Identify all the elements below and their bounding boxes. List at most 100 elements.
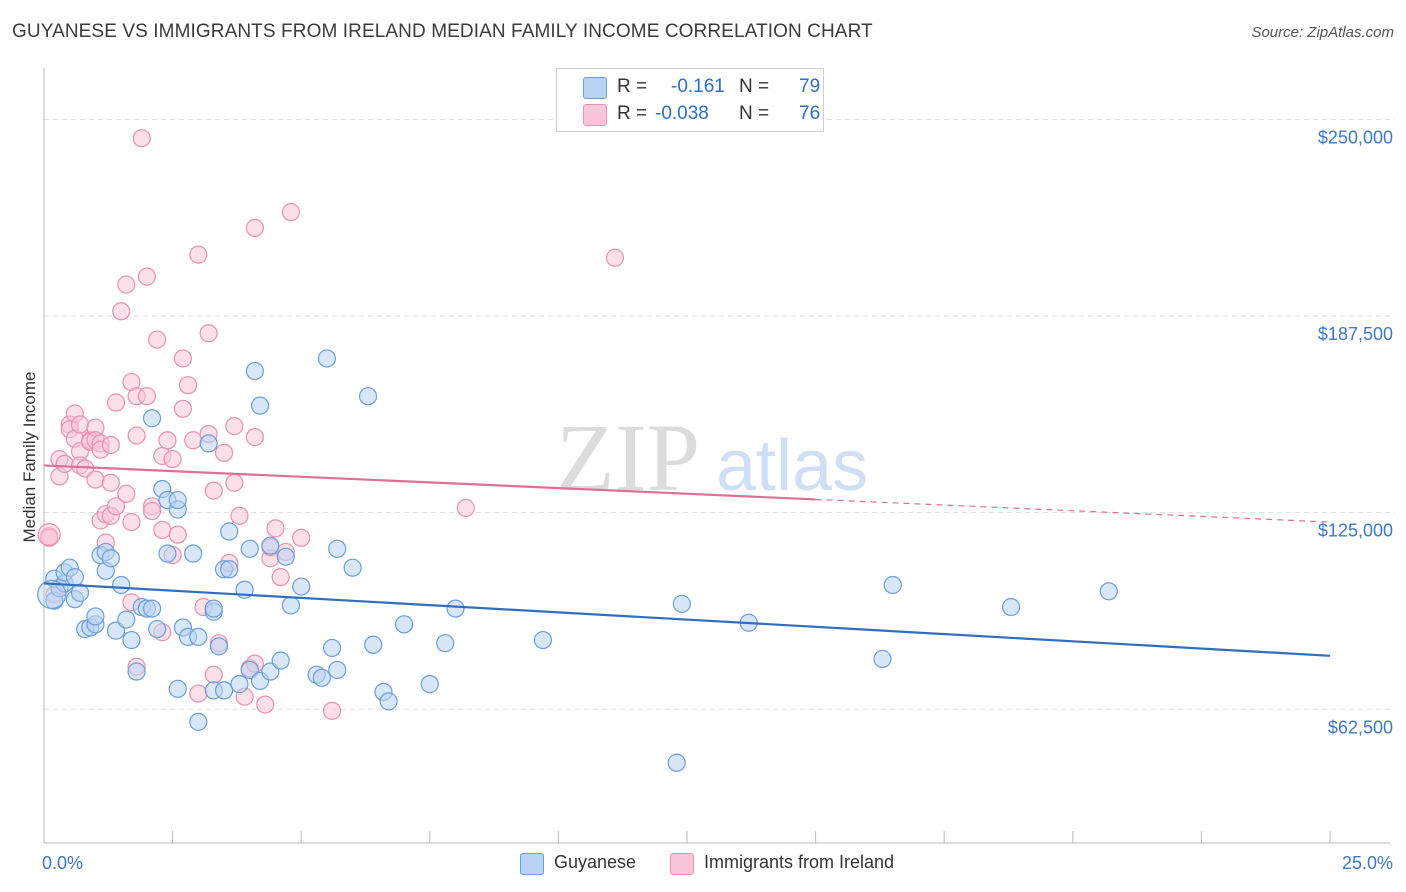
data-point-ireland <box>173 399 192 418</box>
data-point-guyanese <box>184 544 203 563</box>
y-tick-label: $62,500 <box>1328 717 1393 737</box>
correlation-legend: R = -0.161 N = 79 R = -0.038 N = 76 <box>556 68 824 132</box>
data-point-guyanese <box>168 490 187 510</box>
data-point-guyanese <box>127 662 146 681</box>
data-point-ireland <box>158 431 177 450</box>
data-point-ireland <box>456 498 475 518</box>
data-point-ireland <box>70 415 90 434</box>
data-point-ireland <box>199 324 218 343</box>
trend-line-ireland-extension <box>815 498 1331 523</box>
data-point-ireland <box>148 330 167 349</box>
data-point-guyanese <box>420 675 439 694</box>
data-point-ireland <box>204 665 223 684</box>
data-point-ireland <box>101 473 120 492</box>
data-point-guyanese <box>328 660 347 680</box>
data-point-guyanese <box>271 651 290 670</box>
data-point-ireland <box>605 248 625 267</box>
y-tick-label: $250,000 <box>1318 127 1393 147</box>
data-point-ireland <box>256 695 275 714</box>
data-point-guyanese <box>250 396 270 415</box>
data-point-ireland <box>189 245 208 264</box>
data-point-ireland <box>122 512 141 532</box>
data-point-ireland <box>184 431 203 450</box>
data-point-ireland <box>230 506 249 525</box>
data-point-ireland <box>137 387 156 406</box>
data-point-guyanese <box>317 349 337 368</box>
legend-r-value: -0.161 <box>671 76 725 97</box>
data-point-ireland <box>189 684 208 703</box>
data-point-guyanese <box>142 409 162 428</box>
watermark-atlas: atlas <box>716 426 868 506</box>
data-point-ireland <box>168 525 187 544</box>
data-point-guyanese <box>199 434 218 453</box>
data-point-ireland <box>281 203 301 222</box>
legend-n-value: 79 <box>799 76 821 97</box>
data-point-ireland <box>271 568 290 587</box>
data-point-guyanese <box>70 583 90 602</box>
data-point-guyanese <box>148 619 167 639</box>
x-tick-label: 25.0% <box>1342 853 1393 873</box>
data-point-guyanese <box>873 649 892 669</box>
data-point-ireland <box>55 454 74 473</box>
data-point-ireland <box>106 393 126 412</box>
legend-n-value: 76 <box>799 103 821 124</box>
data-point-guyanese-cluster <box>37 579 67 610</box>
data-point-guyanese <box>189 712 208 731</box>
data-point-guyanese <box>883 575 902 595</box>
source-credit: Source: ZipAtlas.com <box>1251 24 1394 41</box>
data-point-ireland-cluster <box>37 523 61 547</box>
data-point-ireland <box>178 376 198 395</box>
data-point-guyanese <box>1001 597 1021 617</box>
points-guyanese <box>37 349 1118 772</box>
data-point-ireland <box>40 528 59 547</box>
trend-line-ireland <box>43 464 816 501</box>
data-point-guyanese <box>312 668 331 687</box>
data-point-guyanese <box>209 637 228 656</box>
y-tick-label: $125,000 <box>1318 521 1393 541</box>
data-point-guyanese <box>158 544 177 563</box>
data-point-guyanese <box>436 634 455 653</box>
legend-n-label: N = <box>739 76 770 97</box>
chart-title: GUYANESE VS IMMIGRANTS FROM IRELAND MEDI… <box>12 21 873 42</box>
axes <box>43 68 1390 844</box>
data-point-ireland <box>132 129 151 148</box>
data-point-guyanese <box>533 630 553 650</box>
legend-n-label: N = <box>739 103 770 124</box>
data-point-guyanese <box>292 577 311 596</box>
data-point-ireland <box>225 473 244 492</box>
bottom-legend-swatch-pink <box>670 853 694 875</box>
data-point-ireland <box>214 443 234 462</box>
data-point-ireland <box>127 426 146 445</box>
data-point-ireland <box>101 435 120 455</box>
legend-swatch-pink <box>583 104 607 126</box>
data-point-ireland <box>106 497 126 516</box>
watermark-zip: ZIP <box>556 404 700 511</box>
points-ireland <box>37 129 625 720</box>
data-point-guyanese <box>220 522 239 541</box>
data-point-guyanese <box>446 599 465 618</box>
data-point-ireland <box>112 302 131 321</box>
trend-line-guyanese <box>43 582 1331 657</box>
trend-lines <box>43 464 1331 657</box>
legend-r-label: R = <box>617 103 648 124</box>
data-point-guyanese <box>343 558 362 577</box>
data-point-ireland <box>86 470 105 489</box>
data-point-guyanese <box>168 679 187 698</box>
data-point-guyanese <box>379 692 398 711</box>
data-point-guyanese <box>220 560 239 579</box>
data-point-guyanese <box>122 630 141 650</box>
data-point-guyanese <box>322 638 342 658</box>
data-point-guyanese <box>214 681 234 700</box>
data-point-guyanese <box>328 539 347 558</box>
bottom-legend-swatch-blue <box>520 853 544 875</box>
data-point-guyanese <box>189 627 208 647</box>
data-point-guyanese <box>1099 582 1118 601</box>
bottom-legend-label: Immigrants from Ireland <box>704 852 895 872</box>
data-point-guyanese <box>245 361 265 381</box>
data-point-guyanese <box>358 387 378 406</box>
legend-r-value: -0.038 <box>655 103 709 124</box>
data-point-guyanese <box>240 539 259 558</box>
data-point-guyanese <box>261 536 280 555</box>
data-point-ireland <box>137 267 156 286</box>
